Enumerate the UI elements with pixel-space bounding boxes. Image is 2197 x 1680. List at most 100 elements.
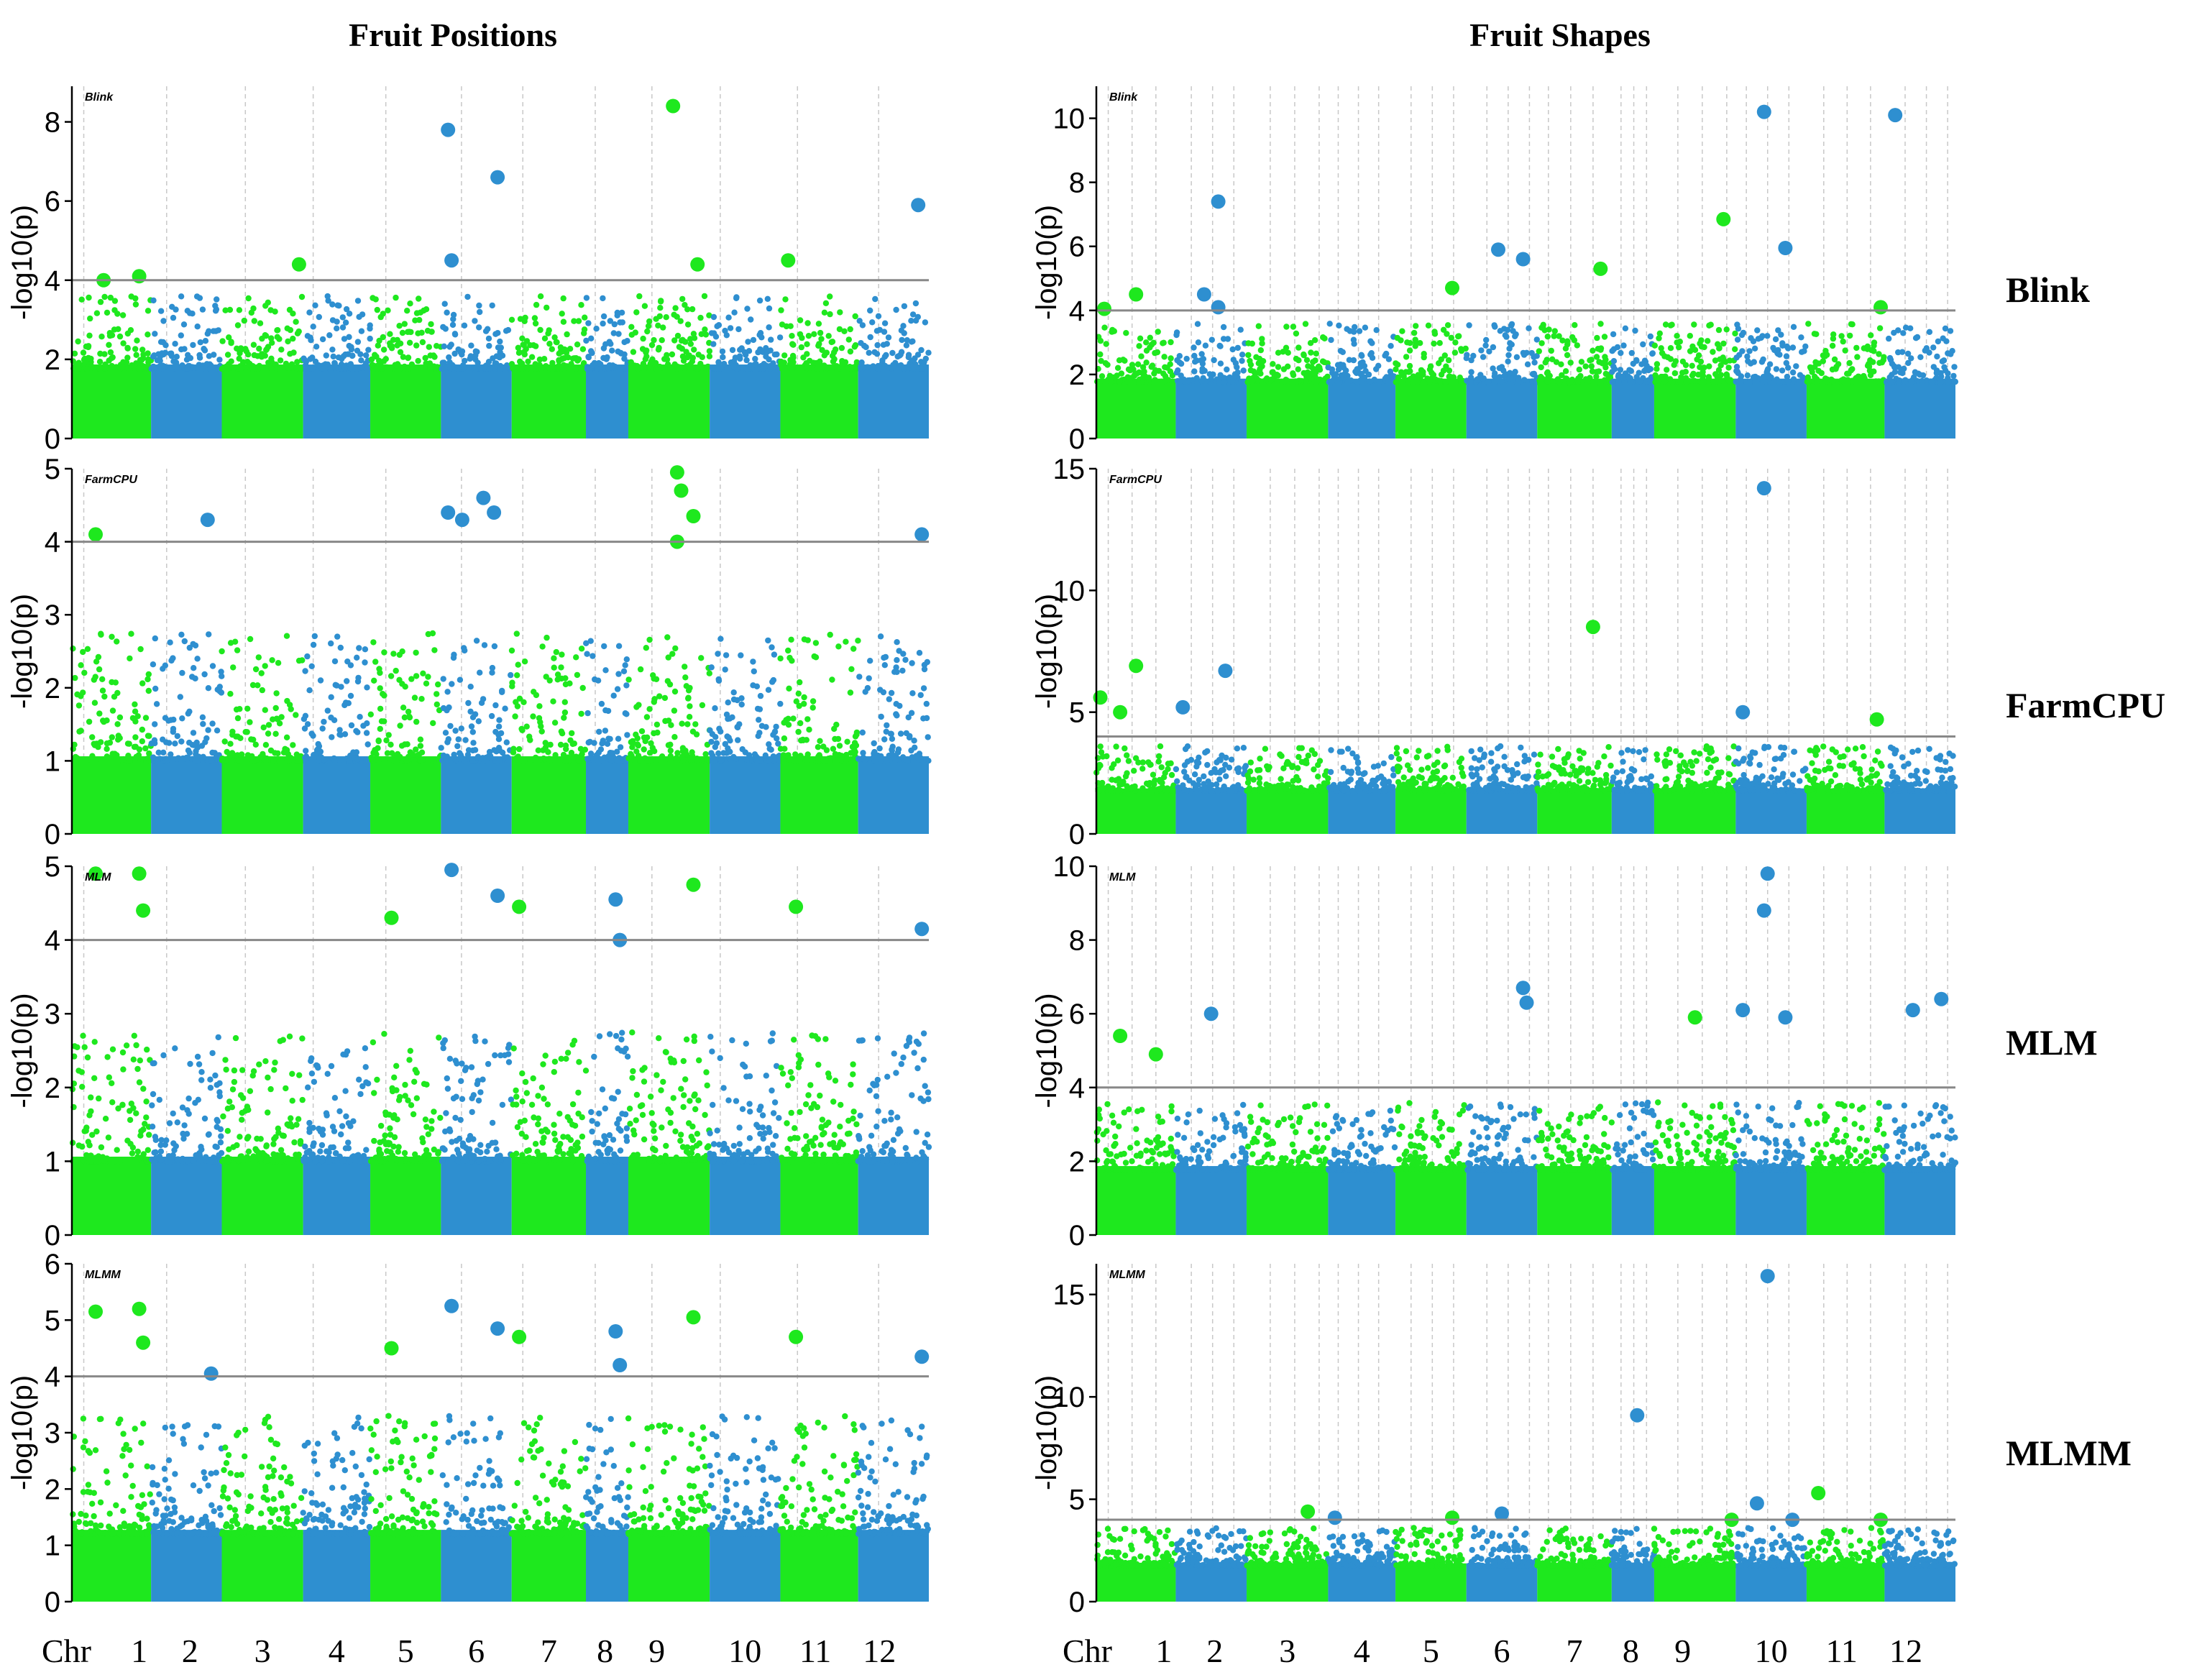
snp-point (180, 1135, 187, 1142)
snp-point (77, 1530, 84, 1536)
snp-point (275, 1129, 282, 1136)
snp-point (614, 686, 621, 692)
snp-point (288, 1115, 294, 1121)
snp-point (821, 309, 828, 316)
snp-point (544, 1511, 551, 1518)
snp-point (120, 1431, 127, 1437)
snp-point (444, 309, 450, 316)
snp-point (181, 1122, 188, 1129)
snp-point (881, 320, 889, 326)
snp-point (114, 721, 121, 727)
snp-point (331, 1095, 339, 1101)
snp-point (763, 1073, 770, 1079)
snp-point (925, 734, 931, 740)
snp-point (592, 676, 598, 683)
y-tick-label: 0 (45, 819, 60, 850)
snp-point (428, 329, 435, 335)
snp-point (381, 1031, 387, 1037)
snp-point (562, 364, 569, 371)
snp-point (423, 1147, 430, 1154)
snp-point (339, 314, 346, 321)
snp-point (919, 365, 925, 372)
snp-point (777, 655, 784, 662)
snp-point (524, 1530, 531, 1537)
snp-point (542, 756, 549, 763)
snp-point (667, 748, 674, 754)
snp-point (354, 339, 362, 345)
snp-point (334, 1435, 341, 1441)
snp-point (889, 349, 896, 357)
snp-point (191, 1158, 197, 1165)
snp-point (657, 305, 664, 311)
snp-point (106, 1510, 113, 1517)
snp-point (751, 668, 758, 675)
snp-point (441, 343, 447, 349)
snp-point (430, 720, 436, 727)
snp-point (744, 306, 751, 312)
snp-point (255, 1152, 262, 1159)
snp-point (278, 1525, 285, 1532)
snp-point (476, 302, 482, 309)
snp-point (633, 704, 640, 710)
snp-point (196, 1528, 203, 1536)
snp-point (515, 344, 521, 351)
snp-point (362, 659, 368, 666)
snp-point (517, 1119, 523, 1126)
snp-point (825, 1070, 832, 1077)
snp-point (346, 334, 352, 340)
y-tick-label: 3 (45, 600, 60, 631)
snp-point (766, 757, 773, 763)
snp-point (132, 301, 139, 308)
snp-point (520, 699, 527, 705)
method-tag: FarmCPU (85, 474, 137, 486)
snp-point (386, 1495, 393, 1502)
snp-point (524, 365, 531, 372)
snp-point (508, 1530, 515, 1537)
snp-point (817, 738, 823, 745)
snp-point (702, 1111, 708, 1119)
snp-point (301, 355, 307, 362)
snp-point (189, 311, 196, 317)
snp-point (229, 1104, 235, 1111)
snp-point (701, 293, 708, 300)
snp-point (219, 338, 226, 344)
snp-point (702, 331, 710, 338)
snp-point (571, 318, 577, 324)
snp-point (725, 314, 732, 321)
snp-point (614, 758, 620, 764)
snp-point (499, 689, 505, 695)
snp-point (287, 1474, 293, 1480)
snp-point (301, 1488, 308, 1495)
snp-point (317, 677, 324, 684)
snp-point (312, 1158, 318, 1165)
snp-point (244, 1103, 251, 1110)
snp-point (758, 1103, 764, 1110)
snp-point (354, 729, 361, 735)
y-tick-label: 5 (45, 851, 60, 883)
snp-point (515, 661, 521, 668)
snp-point (811, 331, 817, 337)
snp-point (606, 1132, 613, 1139)
snp-point (178, 738, 185, 745)
snp-point (894, 712, 900, 719)
snp-point (641, 303, 648, 309)
snp-point (564, 1483, 572, 1489)
snp-point (284, 697, 290, 704)
snp-point (173, 354, 180, 360)
snp-point (450, 1154, 457, 1160)
snp-point (259, 1527, 266, 1533)
snp-point (76, 728, 83, 735)
snp-point (604, 740, 611, 748)
snp-point (129, 715, 137, 722)
y-tick-label: 0 (45, 1220, 60, 1252)
snp-point (641, 1065, 648, 1071)
snp-point (139, 680, 146, 687)
snp-point (362, 1045, 369, 1052)
snp-point (792, 758, 798, 764)
snp-point (630, 740, 636, 746)
snp-point (215, 1034, 221, 1041)
snp-point (572, 1438, 579, 1446)
snp-point (627, 1121, 633, 1127)
snp-point (805, 1092, 812, 1098)
snp-point (576, 1059, 582, 1065)
